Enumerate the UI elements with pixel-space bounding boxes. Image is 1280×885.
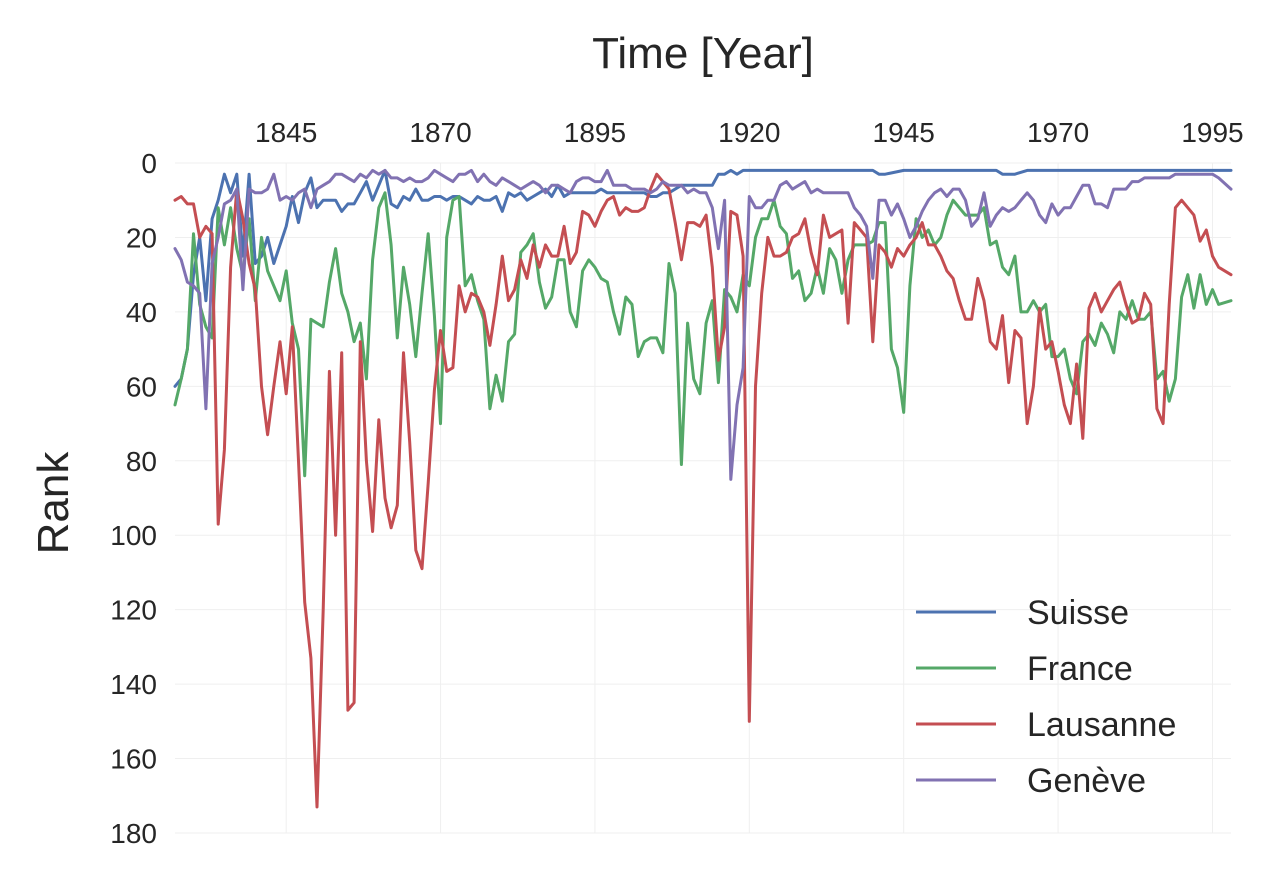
legend-label-suisse: Suisse xyxy=(1027,594,1129,632)
y-tick-label: 0 xyxy=(141,148,157,179)
x-tick-label: 1845 xyxy=(255,117,317,148)
x-axis-label: Time [Year] xyxy=(592,29,814,78)
legend-label-geneve: Genève xyxy=(1027,762,1146,800)
x-tick-label: 1870 xyxy=(409,117,471,148)
y-axis-label: Rank xyxy=(29,451,78,555)
y-tick-label: 20 xyxy=(126,222,157,253)
x-tick-label: 1945 xyxy=(873,117,935,148)
legend-label-france: France xyxy=(1027,650,1133,688)
y-tick-label: 40 xyxy=(126,297,157,328)
x-tick-label: 1920 xyxy=(718,117,780,148)
y-tick-labels: 0 20 40 60 80 100 120 140 160 180 xyxy=(110,148,157,849)
y-tick-label: 120 xyxy=(110,595,157,626)
series-line-lausanne xyxy=(173,172,1233,809)
series-layer xyxy=(173,168,1233,809)
x-tick-label: 1895 xyxy=(564,117,626,148)
y-tick-label: 80 xyxy=(126,446,157,477)
grid-layer xyxy=(175,162,1231,834)
y-tick-label: 180 xyxy=(110,818,157,849)
legend-label-lausanne: Lausanne xyxy=(1027,706,1176,744)
x-tick-labels: 1845 1870 1895 1920 1945 1970 1995 xyxy=(255,117,1244,148)
series-line-geneve xyxy=(173,168,1233,481)
y-tick-label: 140 xyxy=(110,669,157,700)
legend: Suisse France Lausanne Genève xyxy=(916,594,1176,800)
x-tick-label: 1995 xyxy=(1181,117,1243,148)
y-tick-label: 160 xyxy=(110,744,157,775)
series-line-france xyxy=(173,191,1233,478)
x-tick-label: 1970 xyxy=(1027,117,1089,148)
y-tick-label: 100 xyxy=(110,520,157,551)
series-line-suisse xyxy=(173,168,1233,388)
y-tick-label: 60 xyxy=(126,371,157,402)
